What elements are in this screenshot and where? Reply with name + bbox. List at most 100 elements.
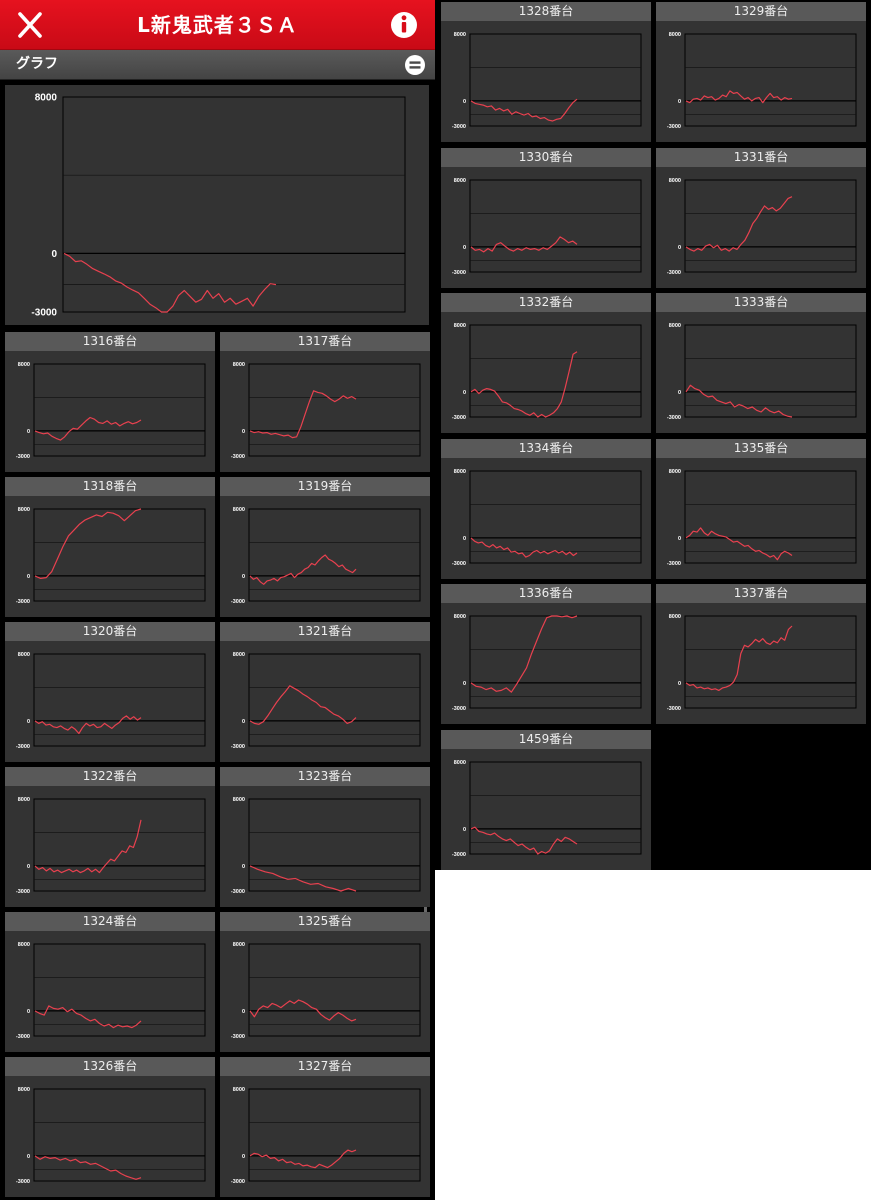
machine-graph-plot-frame [33, 1088, 206, 1182]
machine-graph-tick-label: 0 [678, 535, 681, 541]
machine-panel[interactable]: 1331番台 8000 0 -3000 [656, 147, 866, 288]
machine-graph-plot-frame [469, 761, 642, 854]
machine-label: 1330番台 [441, 147, 651, 167]
machine-graph-tick-label: 8000 [18, 362, 30, 368]
machine-graph-tick-label: 8000 [454, 323, 466, 329]
machine-panel[interactable]: 1322番台 8000 0 -3000 [5, 767, 215, 907]
machine-graph-series-line [470, 351, 578, 418]
machine-graph-tick-label: -3000 [231, 599, 245, 605]
right-panel: 1328番台 8000 0 -3000 1329番台 8000 0 -3000 1330番台 80… [435, 0, 871, 870]
machine-graph-tick-label: -3000 [231, 1034, 245, 1040]
machine-graph-tick-label: -3000 [452, 560, 466, 566]
machine-graph-svg: 8000 0 -3000 [231, 797, 421, 895]
machine-graph-series-line [34, 1155, 142, 1180]
machine-panel[interactable]: 1321番台 8000 0 -3000 [220, 622, 430, 762]
machine-graph-tick-label: -3000 [452, 124, 466, 130]
machine-panel[interactable]: 1324番台 8000 0 -3000 [5, 912, 215, 1052]
close-button[interactable] [10, 5, 50, 45]
machine-panel[interactable]: 1326番台 8000 0 -3000 [5, 1057, 215, 1197]
machine-graph-tick-label: 0 [463, 681, 466, 687]
subheader-label: グラフ [16, 56, 58, 72]
machine-graph-plot-frame [33, 943, 206, 1037]
machine-graph-tick-label: 8000 [454, 759, 466, 765]
machine-graph-tick-label: -3000 [231, 454, 245, 460]
machine-graph-tick-label: 0 [678, 390, 681, 396]
machine-panel[interactable]: 1337番台 8000 0 -3000 [656, 584, 866, 724]
machine-graph-series-line [470, 826, 578, 855]
left-panel: L新鬼武者３ＳＡ グラフ 8000 0 -3000 [0, 0, 435, 1200]
machine-graph-tick-label: 0 [678, 99, 681, 105]
machine-label: 1326番台 [5, 1057, 215, 1076]
machine-label: 1335番台 [656, 438, 866, 458]
machine-graph-series-line [470, 98, 578, 122]
machine-panel[interactable]: 1336番台 8000 0 -3000 [441, 584, 651, 724]
machine-label: 1317番台 [220, 332, 430, 351]
machine-panel[interactable]: 1329番台 8000 0 -3000 [656, 2, 866, 142]
machine-label: 1334番台 [441, 438, 651, 458]
menu-button[interactable] [404, 54, 426, 76]
machine-panel[interactable]: 1330番台 8000 0 -3000 [441, 147, 651, 288]
machine-panel[interactable]: 1318番台 8000 0 -3000 [5, 477, 215, 617]
machine-panel[interactable]: 1328番台 8000 0 -3000 [441, 2, 651, 142]
machine-graph-plot-frame [469, 324, 642, 418]
machine-graph-svg: 8000 0 -3000 [452, 468, 642, 566]
machine-graph-tick-label: -3000 [667, 415, 681, 421]
machine-graph-plot-frame [469, 179, 642, 272]
machine-panel[interactable]: 1316番台 8000 0 -3000 [5, 332, 215, 472]
machine-graph-tick-label: 0 [27, 864, 30, 870]
info-button[interactable] [385, 7, 423, 43]
machine-graph-tick-label: -3000 [16, 454, 30, 460]
machine-graph-tick-label: -3000 [667, 560, 681, 566]
machine-graph-tick-label: 0 [678, 681, 681, 687]
machine-graph-series-line [685, 526, 793, 560]
machine-graph-plot-frame [684, 324, 857, 418]
machine-panel[interactable]: 1325番台 8000 0 -3000 [220, 912, 430, 1052]
machine-panel[interactable]: 1317番台 8000 0 -3000 [220, 332, 430, 472]
machine-graph-series-line [470, 536, 578, 558]
machine-graph-svg: 8000 0 -3000 [16, 652, 206, 750]
machine-graph-series-line [34, 508, 142, 580]
machine-label: 1321番台 [220, 622, 430, 641]
machine-graph-series-line [249, 999, 357, 1022]
machine-panel[interactable]: 1459番台 8000 0 -3000 [441, 729, 651, 870]
machine-label: 1316番台 [5, 332, 215, 351]
app-header: L新鬼武者３ＳＡ [0, 0, 435, 50]
machine-graph-tick-label: 0 [27, 1009, 30, 1015]
machine-graph-tick-label: 0 [27, 429, 30, 435]
machine-graph-plot-frame [33, 508, 206, 602]
machine-graph-svg: 8000 0 -3000 [667, 614, 857, 712]
machine-label: 1320番台 [5, 622, 215, 641]
machine-graph-tick-label: -3000 [231, 1179, 245, 1185]
graph-subheader: グラフ [0, 50, 435, 80]
machine-graph-series-line [470, 235, 578, 253]
machine-graph-tick-label: -3000 [16, 1034, 30, 1040]
machine-panel[interactable]: 1333番台 8000 0 -3000 [656, 293, 866, 433]
machine-panel[interactable]: 1319番台 8000 0 -3000 [220, 477, 430, 617]
machine-graph-svg: 8000 0 -3000 [231, 942, 421, 1040]
machine-panel[interactable]: 1323番台 8000 0 -3000 [220, 767, 430, 907]
machine-graph-tick-label: 8000 [669, 614, 681, 620]
machine-panel[interactable]: 1327番台 8000 0 -3000 [220, 1057, 430, 1197]
machine-panel[interactable]: 1335番台 8000 0 -3000 [656, 438, 866, 579]
machine-graph-tick-label: 8000 [233, 1087, 245, 1093]
machine-graph-tick-label: -3000 [16, 1179, 30, 1185]
machine-graph-series-line [34, 416, 142, 441]
machine-graph-tick-label: 8000 [669, 323, 681, 329]
machine-graph-plot-frame [248, 363, 421, 457]
machine-graph-tick-label: 8000 [18, 652, 30, 658]
machine-graph-plot-frame [248, 943, 421, 1037]
machine-graph-tick-label: 0 [27, 574, 30, 580]
machine-graph-tick-label: 8000 [18, 797, 30, 803]
machine-graph-tick-label: -3000 [667, 706, 681, 712]
machine-graph-svg: 8000 0 -3000 [231, 1087, 421, 1185]
machine-panel[interactable]: 1334番台 8000 0 -3000 [441, 438, 651, 579]
machine-graph-series-line [685, 625, 793, 692]
machine-label: 1333番台 [656, 293, 866, 312]
machine-graph-tick-label: 0 [463, 535, 466, 541]
machine-graph-plot-frame [248, 1088, 421, 1182]
machine-panel[interactable]: 1320番台 8000 0 -3000 [5, 622, 215, 762]
machine-graph-series-line [249, 685, 357, 725]
machine-panel[interactable]: 1332番台 8000 0 -3000 [441, 293, 651, 433]
machine-graph-svg: 8000 0 -3000 [231, 652, 421, 750]
machine-graph-plot-frame [684, 470, 857, 563]
